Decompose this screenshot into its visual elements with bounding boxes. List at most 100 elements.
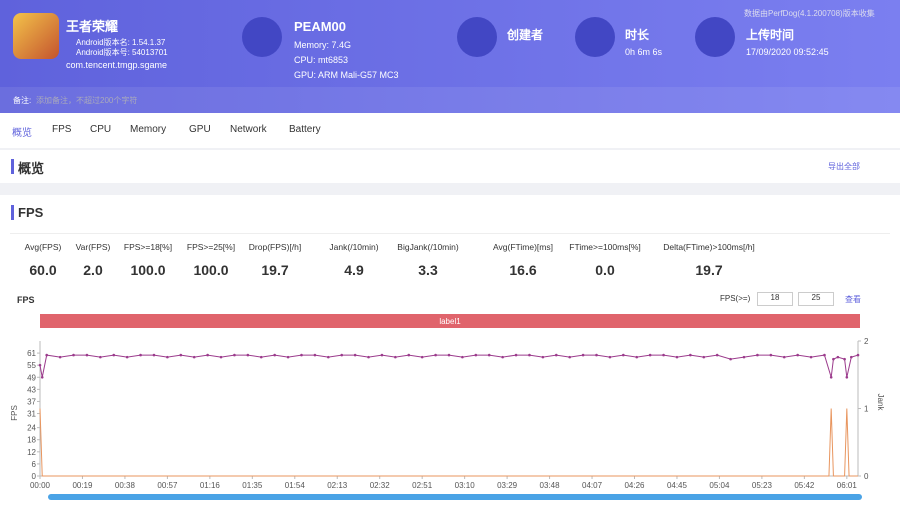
x-tick-label: 00:57: [157, 481, 178, 490]
creator-label: 创建者: [507, 28, 544, 42]
stat-label: Avg(FTime)[ms]: [493, 242, 553, 252]
point: [259, 355, 263, 359]
point: [327, 355, 330, 359]
filter-input[interactable]: 25: [798, 292, 834, 306]
device: PEAM00: [294, 19, 347, 34]
stat-label: BigJank(/10min): [397, 242, 459, 252]
y-tick-label: 49: [27, 373, 36, 382]
y-tick-label: 0: [32, 472, 37, 481]
filter-input[interactable]: 18: [757, 292, 793, 306]
point: [152, 353, 156, 357]
point: [528, 353, 531, 357]
y-tick-label: 43: [27, 385, 36, 394]
point: [179, 353, 183, 357]
point: [836, 355, 840, 359]
stat-value: 100.0: [130, 262, 166, 278]
point: [474, 353, 478, 357]
point: [729, 357, 732, 361]
y2-axis-label: Jank: [876, 394, 885, 412]
app-icon: [13, 13, 59, 59]
tab[interactable]: 概览: [12, 128, 32, 139]
point: [38, 363, 42, 367]
package: com.tencent.tmgp.sgame: [66, 60, 168, 70]
point: [420, 355, 424, 359]
duration-label: 时长: [625, 28, 650, 42]
device-icon: [242, 17, 282, 57]
point: [823, 353, 826, 357]
upload-icon: [695, 17, 735, 57]
stat-value: 4.9: [344, 262, 364, 278]
x-tick-label: 03:48: [540, 481, 561, 490]
x-tick-label: 06:01: [837, 481, 858, 490]
overview-title: 概览: [18, 161, 45, 176]
fps-title: FPS: [18, 205, 44, 220]
point: [286, 355, 290, 359]
series-line: [39, 408, 858, 477]
point: [662, 353, 665, 357]
x-tick-label: 05:23: [752, 481, 773, 490]
y2-tick-label: 2: [864, 337, 869, 346]
tab[interactable]: Memory: [130, 124, 167, 135]
stat-value: 19.7: [261, 262, 289, 278]
stat-label: FPS>=18[%]: [123, 242, 173, 252]
point: [125, 355, 129, 359]
cpu: CPU: mt6853: [294, 55, 349, 65]
stat-label: Var(FPS): [75, 242, 111, 252]
point: [809, 355, 813, 359]
export-all[interactable]: 导出全部: [828, 162, 860, 171]
point: [849, 355, 853, 359]
point: [434, 353, 437, 357]
point: [233, 353, 236, 357]
point: [340, 353, 344, 357]
label-band: [40, 314, 860, 328]
point: [622, 353, 625, 357]
point: [856, 353, 860, 357]
point: [487, 353, 491, 357]
android-code: Android版本号: 54013701: [76, 48, 168, 57]
point: [769, 353, 773, 357]
note-input[interactable]: 添加备注，不超过200个字符: [36, 96, 138, 105]
point: [782, 355, 786, 359]
tab[interactable]: Battery: [289, 124, 321, 135]
point: [689, 353, 692, 357]
fps-card: FPS FPS(>=) 18 25 查看: [0, 195, 900, 510]
point: [501, 355, 504, 359]
x-tick-label: 00:00: [30, 481, 51, 490]
point: [829, 375, 833, 379]
stat-value: 3.3: [418, 262, 438, 278]
x-tick-label: 02:51: [412, 481, 433, 490]
point: [608, 355, 612, 359]
tab[interactable]: Network: [230, 124, 267, 135]
tab[interactable]: CPU: [90, 124, 112, 135]
note-bar: [0, 87, 900, 113]
x-tick-label: 01:54: [285, 481, 306, 490]
point: [756, 353, 759, 357]
scrollbar[interactable]: [48, 494, 862, 500]
point: [715, 353, 719, 357]
y-tick-label: 55: [27, 361, 36, 370]
point: [206, 353, 209, 357]
duration-icon: [575, 17, 615, 57]
stat-label: Drop(FPS)[/h]: [248, 242, 302, 252]
upload-time: 17/09/2020 09:52:45: [746, 47, 829, 57]
band-label: label1: [439, 317, 461, 326]
x-tick-label: 00:19: [72, 481, 93, 490]
point: [273, 353, 276, 357]
tab[interactable]: FPS: [52, 124, 72, 135]
point: [514, 353, 518, 357]
stat-label: Delta(FTime)>100ms[/h]: [663, 242, 755, 252]
stat-value: 100.0: [193, 262, 229, 278]
y-axis-label: FPS: [10, 405, 19, 421]
point: [581, 353, 585, 357]
y-tick-label: 31: [27, 410, 36, 419]
x-tick-label: 04:26: [624, 481, 645, 490]
point: [353, 353, 357, 357]
point: [843, 357, 846, 361]
overview-card: 概览 导出全部: [0, 150, 900, 183]
point: [648, 353, 652, 357]
tab[interactable]: GPU: [189, 124, 211, 135]
apply-button[interactable]: 查看: [845, 295, 861, 304]
x-tick-label: 01:35: [242, 481, 263, 490]
